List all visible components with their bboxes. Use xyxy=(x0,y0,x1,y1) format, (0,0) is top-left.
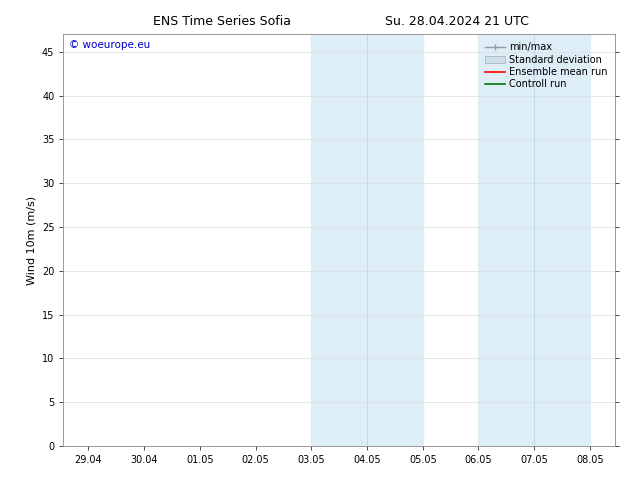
Text: © woeurope.eu: © woeurope.eu xyxy=(69,41,150,50)
Text: ENS Time Series Sofia: ENS Time Series Sofia xyxy=(153,15,291,28)
Legend: min/max, Standard deviation, Ensemble mean run, Controll run: min/max, Standard deviation, Ensemble me… xyxy=(482,39,610,92)
Bar xyxy=(479,34,534,446)
Text: Su. 28.04.2024 21 UTC: Su. 28.04.2024 21 UTC xyxy=(385,15,528,28)
Bar xyxy=(534,34,590,446)
Y-axis label: Wind 10m (m/s): Wind 10m (m/s) xyxy=(27,196,36,285)
Bar xyxy=(367,34,423,446)
Bar xyxy=(311,34,367,446)
